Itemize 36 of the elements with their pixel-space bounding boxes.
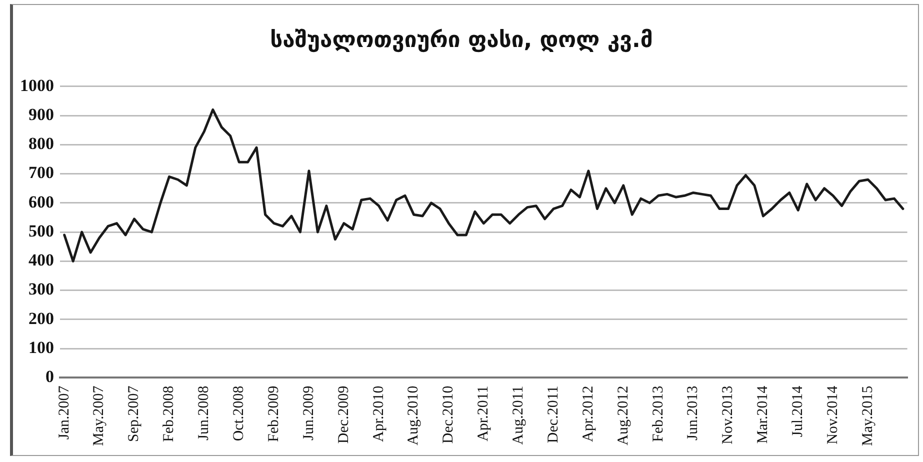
x-tick-label: Apr.2010 — [370, 386, 387, 442]
x-tick-label: Aug.2011 — [510, 386, 527, 445]
y-tick-label: 200 — [28, 308, 54, 328]
x-tick-label: Feb.2013 — [650, 386, 666, 442]
y-tick-label: 600 — [28, 192, 54, 212]
x-tick-label: May.2007 — [91, 385, 108, 446]
y-tick-label: 800 — [28, 134, 54, 154]
y-tick-label: 900 — [28, 104, 54, 124]
x-tick-label: May.2015 — [860, 386, 876, 446]
chart-title: საშუალოთვიური ფასი, დოლ კვ.მ — [270, 28, 653, 53]
x-tick-label: Jun.2008 — [196, 386, 212, 440]
y-tick-label: 700 — [28, 163, 54, 182]
x-tick-label: Apr.2011 — [476, 386, 492, 442]
x-tick-label: Oct.2008 — [231, 386, 248, 442]
x-tick-label: Nov.2013 — [720, 386, 736, 444]
y-tick-label: 1000 — [20, 76, 54, 95]
x-tick-label: Sep.2007 — [126, 385, 142, 442]
x-tick-label: Mar.2014 — [755, 385, 772, 444]
x-tick-label: Dec.2011 — [545, 386, 562, 444]
y-tick-label: 0 — [46, 367, 54, 386]
x-tick-label: Jun.2013 — [685, 386, 702, 440]
y-tick-label: 400 — [28, 250, 54, 270]
x-tick-label: Nov.2014 — [824, 385, 841, 444]
y-tick-label: 100 — [28, 338, 54, 357]
x-tick-label: Feb.2008 — [161, 386, 178, 442]
x-tick-label: Feb.2009 — [266, 386, 282, 442]
x-tick-label: Jan.2007 — [56, 385, 72, 440]
y-tick-label: 300 — [28, 280, 54, 299]
x-tick-label: Jun.2009 — [300, 386, 317, 440]
y-tick-label: 500 — [28, 221, 54, 240]
x-tick-label: Dec.2010 — [440, 386, 457, 444]
x-tick-label: Aug.2010 — [406, 386, 422, 446]
x-tick-label: Jul.2014 — [790, 385, 806, 437]
x-tick-label: Aug.2012 — [615, 386, 632, 446]
x-tick-label: Apr.2012 — [580, 386, 596, 442]
x-tick-label: Dec.2009 — [336, 386, 352, 444]
